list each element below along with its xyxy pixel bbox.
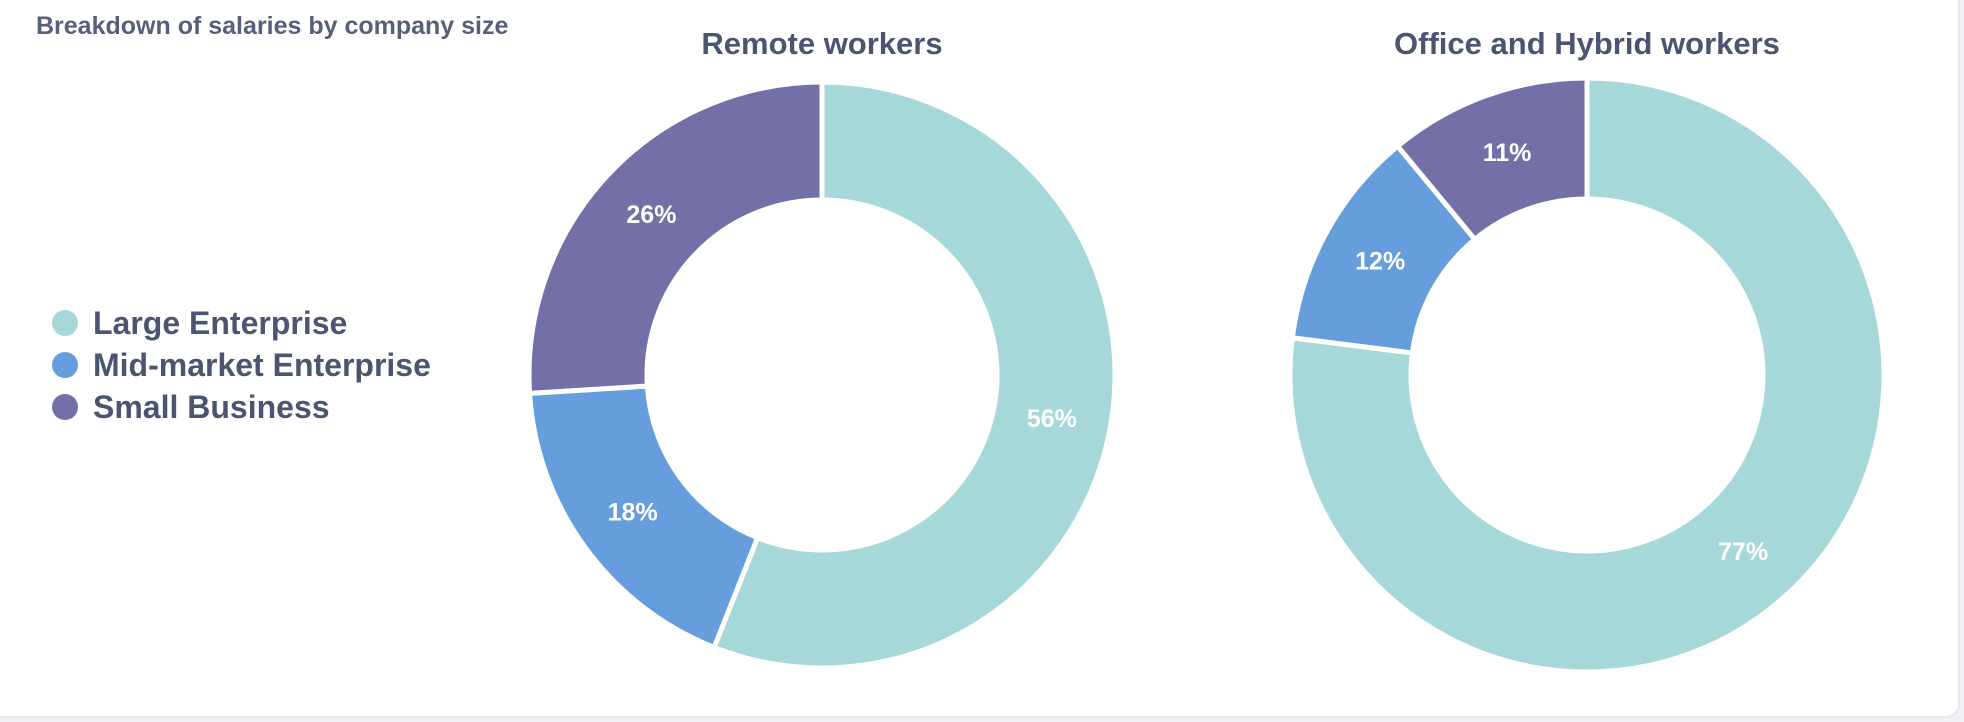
chart-title: Office and Hybrid workers: [1394, 26, 1780, 61]
legend-item-small-business[interactable]: Small Business: [52, 386, 431, 428]
slice-label-mid-market-enterprise: 18%: [608, 499, 658, 527]
chart-title: Remote workers: [701, 26, 942, 61]
panel-title: Breakdown of salaries by company size: [36, 12, 509, 40]
legend-item-large-enterprise[interactable]: Large Enterprise: [52, 302, 431, 344]
slice-label-small-business: 26%: [626, 201, 676, 229]
slice-large-enterprise[interactable]: [1287, 75, 1887, 675]
legend-swatch-small-business: [52, 394, 78, 420]
legend-swatch-large-enterprise: [52, 310, 78, 336]
slice-label-large-enterprise: 56%: [1027, 405, 1077, 433]
slice-label-mid-market-enterprise: 12%: [1355, 247, 1405, 275]
slice-mid-market-enterprise[interactable]: [526, 383, 761, 651]
slice-large-enterprise[interactable]: [710, 79, 1118, 671]
legend-swatch-mid-market-enterprise: [52, 352, 78, 378]
legend-label: Large Enterprise: [93, 304, 348, 341]
legend-item-mid-market-enterprise[interactable]: Mid-market Enterprise: [52, 344, 431, 386]
donut-chart-office-and-hybrid-workers: Office and Hybrid workers 77% 12% 11%: [1287, 26, 1887, 675]
donut-chart-remote-workers: Remote workers 56% 18% 26%: [526, 26, 1118, 671]
legend-label: Mid-market Enterprise: [93, 346, 431, 383]
slice-label-large-enterprise: 77%: [1718, 538, 1768, 566]
slice-label-small-business: 11%: [1483, 139, 1532, 167]
slice-small-business[interactable]: [1394, 75, 1590, 243]
legend-label: Small Business: [93, 388, 330, 425]
slice-small-business[interactable]: [526, 79, 825, 397]
legend: Large Enterprise Mid-market Enterprise S…: [52, 302, 431, 428]
